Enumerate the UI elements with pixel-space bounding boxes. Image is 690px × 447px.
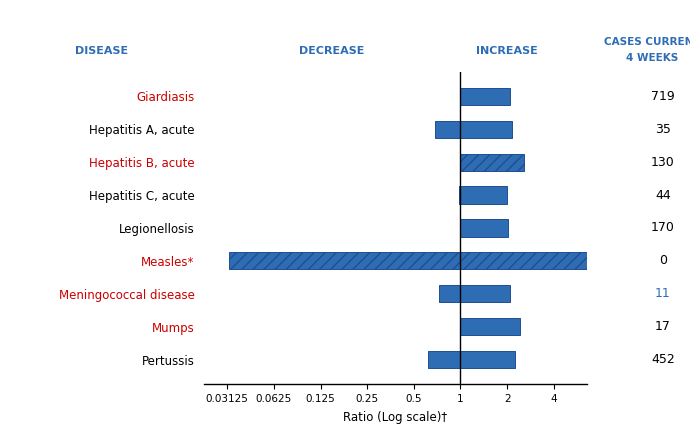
Bar [440, 285, 511, 303]
Text: 452: 452 [651, 353, 675, 366]
Text: DECREASE: DECREASE [299, 46, 365, 56]
Text: 17: 17 [655, 320, 671, 333]
Text: INCREASE: INCREASE [476, 46, 538, 56]
Bar [229, 253, 690, 270]
Text: 35: 35 [655, 122, 671, 135]
Text: 44: 44 [655, 189, 671, 202]
Bar [460, 219, 508, 236]
Text: 4 WEEKS: 4 WEEKS [626, 53, 678, 63]
Text: 11: 11 [655, 287, 671, 300]
Bar [460, 318, 520, 335]
Bar [459, 186, 507, 203]
Text: 170: 170 [651, 221, 675, 235]
Text: CASES CURRENT: CASES CURRENT [604, 37, 690, 47]
Bar [460, 153, 524, 171]
Text: 130: 130 [651, 156, 675, 169]
Text: DISEASE: DISEASE [75, 46, 128, 56]
Bar [460, 88, 511, 105]
Bar [428, 351, 515, 368]
Bar [435, 121, 512, 138]
X-axis label: Ratio (Log scale)†: Ratio (Log scale)† [343, 411, 447, 424]
Text: 719: 719 [651, 90, 675, 103]
Text: 0: 0 [659, 254, 667, 267]
